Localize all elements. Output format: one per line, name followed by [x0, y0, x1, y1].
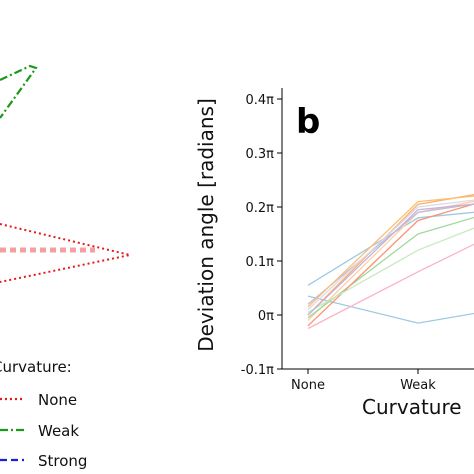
x-axis-label: Curvature: [362, 395, 462, 419]
legend: Curvature: None Weak Strong: [0, 358, 87, 470]
x-tick-label: Weak: [400, 378, 436, 393]
y-tick-label: 0.1π: [245, 255, 274, 270]
series-line: [307, 203, 474, 305]
y-tick-label: 0.3π: [245, 147, 274, 162]
legend-title: Curvature:: [0, 358, 72, 376]
series-line: [307, 216, 474, 319]
legend-label-weak: Weak: [38, 422, 79, 440]
legend-label-none: None: [38, 391, 77, 409]
y-tick-label: 0π: [258, 309, 274, 324]
y-axis-ticks: -0.1π 0π 0.1π 0.2π 0.3π 0.4π: [241, 93, 282, 378]
series-line: [307, 199, 474, 311]
panel-label: b: [296, 102, 320, 142]
y-tick-label: -0.1π: [241, 363, 274, 378]
series-line: [307, 227, 474, 313]
y-axis-label: Deviation angle [radians]: [194, 98, 218, 352]
series-line: [307, 195, 474, 308]
series-line: [307, 203, 474, 327]
series-line: [307, 211, 474, 286]
data-lines: [307, 194, 474, 330]
y-tick-label: 0.4π: [245, 93, 274, 108]
series-line: [307, 243, 474, 330]
panel-a: Curvature: None Weak Strong: [0, 64, 131, 470]
none-curvature-triangle: [0, 223, 131, 283]
weak-curvature-trace: [0, 64, 38, 119]
y-tick-label: 0.2π: [245, 201, 274, 216]
x-tick-label: None: [291, 378, 325, 393]
series-line: [307, 194, 474, 316]
legend-label-strong: Strong: [38, 452, 87, 470]
series-line: [307, 295, 474, 324]
series-line: [307, 200, 474, 321]
series-line: [307, 203, 474, 316]
